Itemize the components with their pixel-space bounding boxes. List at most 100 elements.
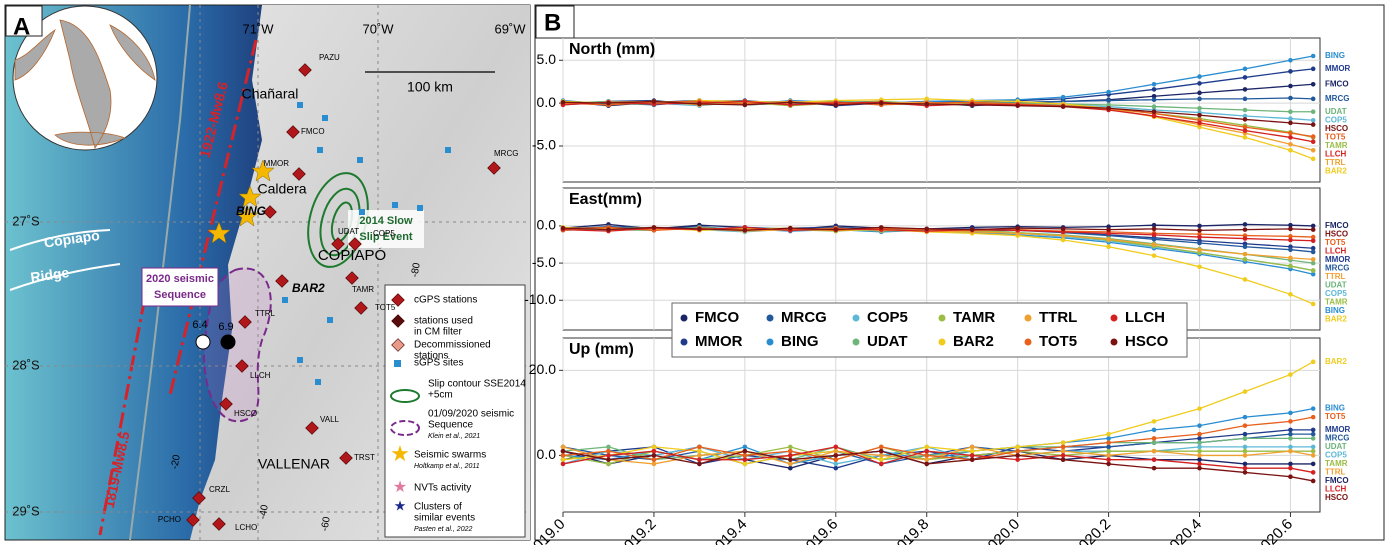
- data-point: [1310, 139, 1316, 145]
- station-marker: [263, 205, 277, 219]
- legend-label: stations: [414, 351, 448, 362]
- legend-label: sGPS sites: [414, 358, 463, 369]
- contour-label: -20: [169, 454, 182, 471]
- legend-symbol: ★: [390, 441, 410, 466]
- end-label: FMCO: [1325, 476, 1349, 485]
- data-point: [1310, 53, 1316, 59]
- end-label: TTRL: [1325, 468, 1346, 477]
- focal-mechanism: [220, 334, 236, 350]
- station-label: FMCO: [301, 127, 325, 136]
- station-marker: [212, 517, 226, 531]
- data-point: [1310, 156, 1316, 162]
- contour-label: -80: [409, 262, 422, 279]
- data-point: [1310, 444, 1316, 450]
- data-point: [1310, 109, 1316, 115]
- data-point: [1106, 461, 1111, 467]
- y-tick-label: -5.0: [532, 254, 556, 270]
- y-tick-label: 0.0: [537, 446, 557, 462]
- end-label: TOT5: [1325, 412, 1346, 421]
- lat-label: 28˚S: [12, 357, 40, 372]
- end-label: TTRL: [1325, 272, 1346, 281]
- data-point: [1060, 226, 1066, 232]
- sgps-site: [359, 209, 365, 215]
- station-marker: [348, 237, 362, 251]
- legend-marker: [1024, 338, 1032, 346]
- end-label: BING: [1325, 306, 1345, 315]
- data-point: [833, 102, 839, 108]
- sequence-outline: [203, 267, 272, 423]
- data-point: [1197, 423, 1202, 428]
- station-label: PCHO: [158, 515, 181, 524]
- data-point: [1242, 257, 1248, 262]
- station-label: CRZL: [209, 485, 230, 494]
- end-label: BAR2: [1325, 315, 1347, 324]
- series-line: [562, 223, 1314, 231]
- data-point: [878, 225, 884, 230]
- data-point: [1197, 105, 1202, 111]
- data-point: [1015, 448, 1020, 454]
- data-point: [969, 448, 975, 454]
- end-label: LLCH: [1325, 247, 1347, 256]
- data-point: [878, 444, 884, 450]
- data-point: [788, 444, 793, 450]
- data-point: [1242, 222, 1248, 227]
- end-label: HSCO: [1325, 493, 1348, 502]
- magnitude-label: 6.4: [192, 319, 207, 331]
- data-point: [1288, 247, 1293, 253]
- data-point: [1288, 69, 1293, 74]
- legend-marker: [680, 314, 688, 322]
- data-point: [1060, 94, 1066, 100]
- panel-title: North (mm): [569, 41, 655, 58]
- data-point: [1310, 478, 1316, 484]
- legend-label: TOT5: [1039, 333, 1077, 350]
- data-point: [969, 444, 975, 450]
- legend-marker: [852, 338, 860, 346]
- end-label: TOT5: [1325, 238, 1346, 247]
- data-point: [1106, 231, 1111, 236]
- series-line: [562, 450, 1314, 482]
- data-point: [560, 457, 566, 462]
- station-marker: [192, 491, 206, 505]
- data-point: [742, 102, 748, 108]
- station-label: LCHO: [235, 523, 257, 532]
- data-point: [1310, 414, 1316, 420]
- data-point: [560, 444, 566, 450]
- legend-reference: Holtkamp et al., 2011: [414, 463, 480, 470]
- station-label: UDAT: [338, 227, 359, 236]
- data-point: [1288, 234, 1293, 239]
- data-point: [1197, 112, 1202, 118]
- panel-label: B: [544, 9, 561, 36]
- legend-marker: [938, 338, 946, 346]
- station-label: TAMR: [352, 285, 374, 294]
- data-point: [1288, 465, 1293, 471]
- data-point: [788, 99, 793, 105]
- data-point: [1288, 444, 1293, 450]
- data-point: [1242, 244, 1248, 250]
- data-point: [1242, 75, 1248, 80]
- contour-label: -60: [319, 516, 332, 533]
- data-point: [1015, 103, 1020, 109]
- end-label: TOT5: [1325, 132, 1346, 141]
- lat-label: 29˚S: [12, 503, 40, 518]
- data-point: [1106, 453, 1111, 458]
- data-point: [969, 102, 975, 108]
- legend-label: Clusters of: [414, 502, 462, 513]
- data-point: [1242, 470, 1248, 475]
- data-point: [1106, 89, 1111, 95]
- data-point: [1151, 236, 1157, 242]
- legend-label: NVTs activity: [414, 483, 471, 494]
- data-point: [1310, 223, 1316, 229]
- data-point: [1197, 406, 1202, 411]
- legend-label: in CM filter: [414, 327, 462, 338]
- sequence-label: Sequence: [154, 289, 206, 301]
- sgps-site: [317, 147, 323, 153]
- legend-label: UDAT: [867, 333, 908, 350]
- legend-marker: [680, 338, 688, 346]
- data-point: [651, 453, 657, 458]
- data-point: [1106, 431, 1111, 437]
- end-label: BING: [1325, 404, 1345, 413]
- data-point: [1151, 81, 1157, 87]
- data-point: [1151, 242, 1157, 247]
- data-point: [1242, 436, 1248, 441]
